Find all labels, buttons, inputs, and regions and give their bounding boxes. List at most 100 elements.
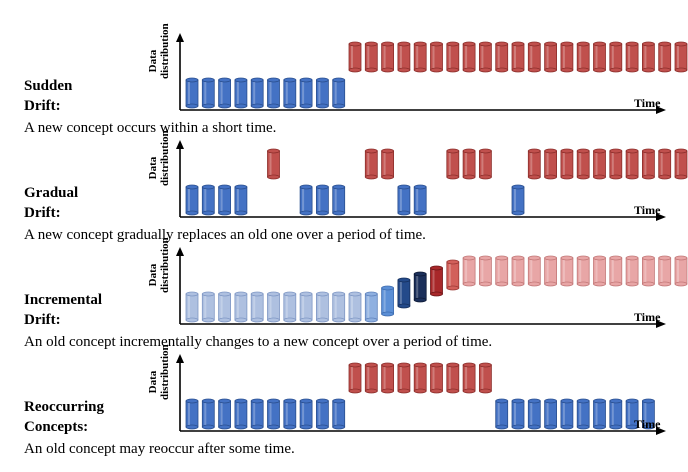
incremental-drift-description: An old concept incrementally changes to … [24,334,493,350]
sudden-drift-chart [176,33,688,114]
data-cylinder [299,291,313,323]
data-cylinder [185,398,199,430]
data-cylinder [364,148,378,180]
data-cylinder [413,184,427,216]
data-cylinder [462,148,476,180]
data-cylinder [576,41,590,73]
data-cylinder [642,255,655,287]
data-cylinder [430,41,443,73]
data-cylinder [364,291,378,323]
data-cylinder [381,148,395,180]
data-cylinder [397,362,411,394]
data-cylinder [201,77,215,109]
reoccurring-concepts-description: An old concept may reoccur after some ti… [24,441,295,457]
data-cylinder [478,41,492,73]
x-axis-arrow-icon [656,320,666,328]
data-cylinder [348,362,362,394]
data-cylinder [446,362,460,394]
data-cylinder [495,255,509,287]
data-cylinder [413,41,427,73]
data-cylinder [527,148,541,180]
sudden-drift-panel: Data distribution Time Sudden Drift: [0,0,688,114]
data-cylinder [267,291,280,323]
y-axis-label: Data distribution [147,237,171,293]
data-cylinder [413,271,427,303]
data-cylinder [218,184,232,216]
panel-title: Gradual Drift: [24,185,79,221]
data-cylinder [397,41,411,73]
data-cylinder [593,255,606,287]
data-cylinder [511,41,525,73]
data-cylinder [218,291,232,323]
panel-title: Incremental Drift: [24,292,103,328]
data-cylinder [430,362,443,394]
y-axis-arrow-icon [176,33,184,42]
data-cylinder [218,77,232,109]
data-cylinder [201,184,215,216]
data-cylinder [315,398,329,430]
data-cylinder [332,184,346,216]
reoccurring-concepts-chart [176,354,666,435]
data-cylinder [658,41,672,73]
data-cylinder [315,77,329,109]
data-cylinder [348,291,362,323]
data-cylinder [462,255,476,287]
data-cylinder [527,398,541,430]
data-cylinder [299,184,313,216]
data-cylinder [250,291,264,323]
data-cylinder [185,184,199,216]
data-cylinder [609,148,623,180]
data-cylinder [625,148,639,180]
data-cylinder [283,77,297,109]
data-cylinder [544,398,557,430]
x-axis-label: Time [634,310,661,324]
data-cylinder [576,398,590,430]
data-cylinder [527,255,541,287]
data-cylinder [201,291,215,323]
data-cylinder [576,148,590,180]
data-cylinder [234,184,248,216]
y-axis-label: Data distribution [147,130,171,186]
data-cylinder [642,41,655,73]
data-cylinder [299,77,313,109]
data-cylinder [413,362,427,394]
data-cylinder [593,41,606,73]
gradual-drift-description: A new concept gradually replaces an old … [24,227,426,243]
x-axis-arrow-icon [656,427,666,435]
data-cylinder [495,398,509,430]
y-axis-arrow-icon [176,354,184,363]
data-cylinder [560,148,574,180]
data-cylinder [674,41,688,73]
data-cylinder [544,148,557,180]
x-axis-label: Time [634,203,661,217]
x-axis-label: Time [634,96,661,110]
data-cylinder [658,148,672,180]
data-cylinder [234,77,248,109]
data-cylinder [332,291,346,323]
data-cylinder [446,259,460,291]
x-axis-label: Time [634,417,661,431]
y-axis-label: Data distribution [147,23,171,79]
data-cylinder [218,398,232,430]
data-cylinder [315,184,329,216]
data-cylinder [397,277,411,309]
data-cylinder [478,362,492,394]
data-cylinder [609,255,623,287]
sudden-drift-description: A new concept occurs within a short time… [24,120,277,136]
data-cylinder [495,41,509,73]
data-cylinder [625,255,639,287]
data-cylinder [609,398,623,430]
data-cylinder [560,255,574,287]
data-cylinder [234,398,248,430]
data-cylinder [462,41,476,73]
data-cylinder [478,255,492,287]
data-cylinder [283,398,297,430]
data-cylinder [299,398,313,430]
data-cylinder [593,148,606,180]
data-cylinder [250,398,264,430]
y-axis-arrow-icon [176,247,184,256]
data-cylinder [267,398,280,430]
data-cylinder [332,398,346,430]
data-cylinder [642,398,655,430]
data-cylinder [560,41,574,73]
